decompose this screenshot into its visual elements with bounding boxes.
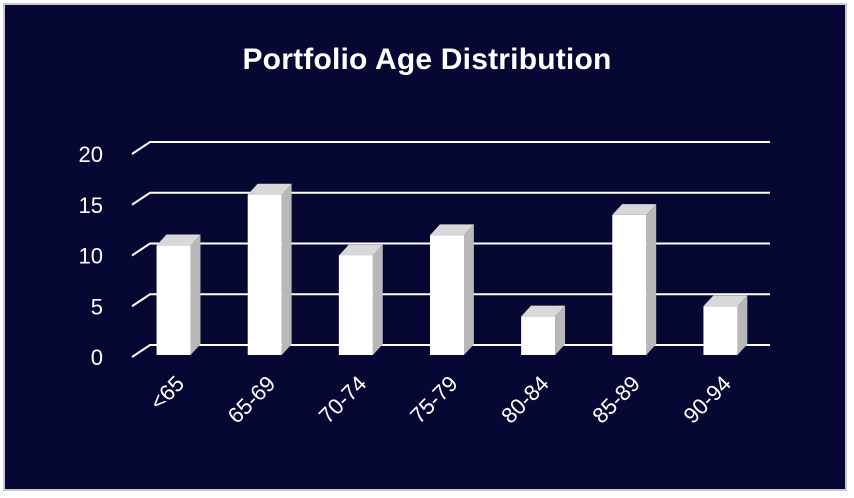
x-tick-label: 70-74 bbox=[314, 371, 371, 428]
bar bbox=[703, 295, 748, 355]
bar-side bbox=[737, 295, 748, 355]
x-tick-label: 65-69 bbox=[223, 371, 280, 428]
bar-top bbox=[247, 183, 292, 195]
bar-side bbox=[464, 224, 474, 355]
x-tick-label: 75-79 bbox=[405, 371, 462, 428]
bar-side bbox=[372, 244, 383, 355]
gridline bbox=[131, 293, 770, 308]
chart-title: Portfolio Age Distribution bbox=[242, 43, 612, 76]
x-tick-label: 85-89 bbox=[587, 371, 644, 428]
bar-top bbox=[521, 305, 566, 317]
bar-front bbox=[156, 245, 191, 355]
bar bbox=[156, 234, 201, 355]
bar bbox=[247, 183, 292, 355]
bar-side bbox=[646, 204, 657, 355]
gridline bbox=[131, 191, 770, 206]
y-axis-ticks: 0 5 10 15 20 bbox=[79, 142, 103, 370]
bar-front bbox=[247, 194, 282, 355]
bar-front bbox=[430, 235, 464, 355]
bar bbox=[430, 224, 474, 355]
x-tick-label: <65 bbox=[145, 371, 189, 415]
bar-front bbox=[612, 214, 647, 355]
bar-top bbox=[703, 295, 748, 307]
y-tick-label: 15 bbox=[79, 193, 103, 218]
bar-top bbox=[156, 234, 201, 246]
bar-side bbox=[555, 305, 566, 355]
bar-top bbox=[430, 224, 474, 236]
x-tick-label: 80-84 bbox=[496, 371, 553, 428]
y-tick-label: 20 bbox=[79, 142, 103, 167]
y-tick-label: 0 bbox=[91, 345, 103, 370]
bar-front bbox=[703, 306, 738, 355]
bar-top bbox=[612, 204, 657, 215]
bar-front bbox=[521, 316, 556, 355]
bar bbox=[612, 204, 657, 355]
y-tick-label: 5 bbox=[91, 294, 103, 319]
bar bbox=[521, 305, 566, 355]
x-axis-ticks: <65 65-69 70-74 75-79 80-84 85-89 90-94 bbox=[145, 371, 736, 428]
x-tick-label: 90-94 bbox=[678, 371, 735, 428]
y-tick-label: 10 bbox=[79, 244, 103, 269]
bar-chart: 0 5 10 15 20 <65 65-69 70-74 75-79 80-84 85-89 90-… bbox=[79, 141, 770, 428]
bars bbox=[156, 183, 748, 355]
bar bbox=[338, 244, 383, 355]
bar-front bbox=[338, 255, 373, 355]
gridline bbox=[131, 242, 770, 257]
bar-top bbox=[338, 244, 383, 256]
gridline bbox=[131, 141, 770, 155]
bar-side bbox=[190, 234, 201, 355]
bar-side bbox=[281, 183, 292, 355]
chart-frame: Portfolio Age Distribution 0 5 10 15 20 <65 6… bbox=[3, 3, 847, 491]
